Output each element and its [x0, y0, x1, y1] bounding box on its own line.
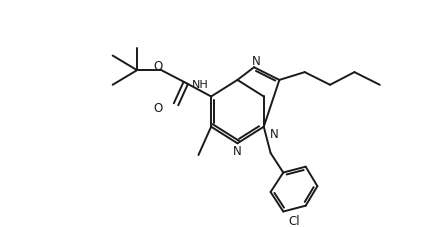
Text: Cl: Cl: [288, 214, 300, 227]
Text: N: N: [233, 144, 242, 157]
Text: O: O: [154, 101, 163, 114]
Text: NH: NH: [192, 79, 209, 89]
Text: O: O: [153, 59, 162, 72]
Text: N: N: [251, 55, 260, 68]
Text: N: N: [270, 128, 279, 141]
